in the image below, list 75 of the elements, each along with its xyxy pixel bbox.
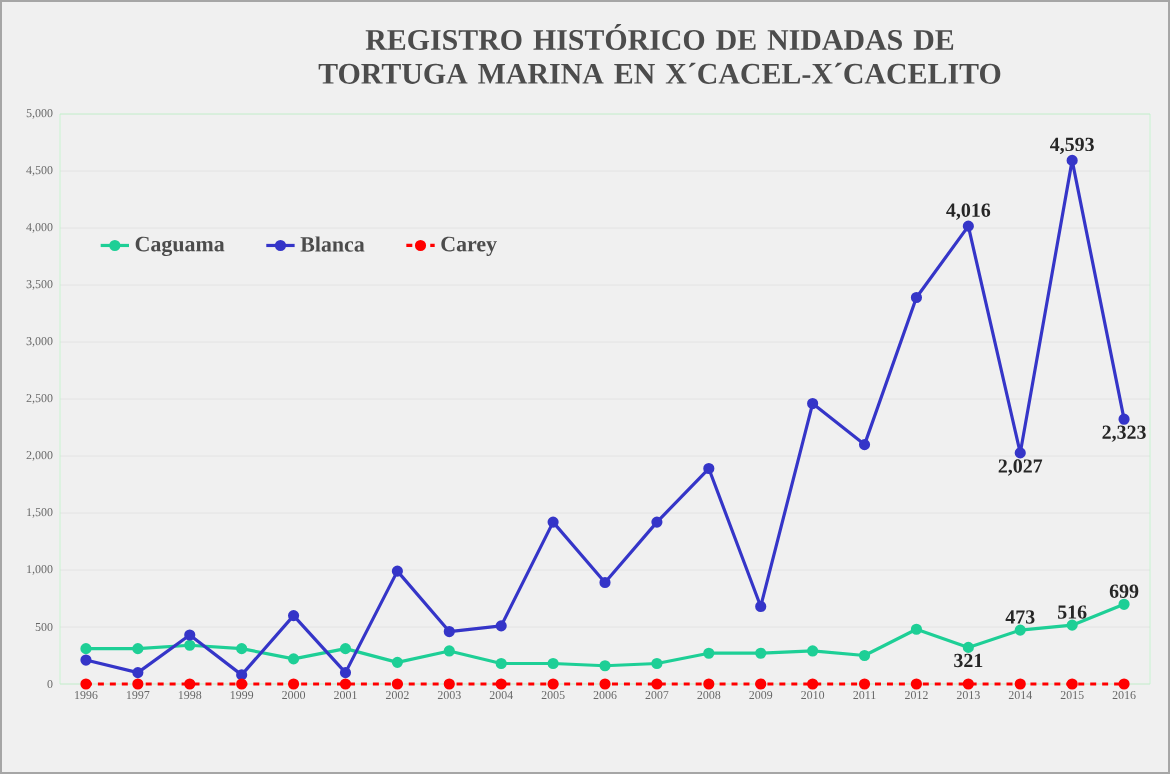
data-label: 473 (1005, 610, 1035, 624)
point (443, 645, 455, 657)
data-label: 516 (1058, 605, 1087, 619)
point (910, 291, 923, 304)
point (755, 678, 767, 690)
point (132, 667, 144, 679)
point (236, 643, 248, 655)
point (962, 220, 974, 232)
point (80, 643, 92, 655)
point (858, 439, 871, 451)
point (184, 639, 196, 651)
point (495, 620, 507, 632)
point (910, 678, 923, 690)
point (236, 678, 248, 690)
point (236, 669, 248, 681)
data-label: 4,016 (946, 203, 991, 220)
point (910, 623, 923, 635)
point (807, 678, 819, 690)
point (703, 462, 715, 475)
point (339, 643, 352, 655)
point (962, 678, 974, 690)
point (495, 678, 507, 690)
point (1066, 619, 1078, 631)
point (547, 657, 559, 670)
point (1014, 678, 1026, 690)
point (703, 647, 715, 659)
point (1014, 624, 1026, 636)
point (495, 657, 507, 670)
data-label: 4,593 (1050, 137, 1094, 155)
point (391, 678, 403, 690)
point (651, 657, 663, 670)
point (443, 678, 455, 690)
point (1066, 678, 1078, 690)
point (651, 516, 663, 528)
data-label: 699 (1109, 584, 1139, 598)
point (132, 643, 144, 655)
point (1118, 598, 1130, 610)
point (80, 678, 92, 690)
point (1118, 678, 1130, 690)
legend-label: Carey (441, 236, 497, 256)
point (184, 678, 196, 690)
point (755, 647, 767, 659)
data-label: 2,027 (998, 459, 1043, 476)
point (807, 397, 819, 410)
point (391, 656, 403, 668)
point (443, 625, 455, 638)
point (599, 678, 611, 690)
point (339, 678, 352, 690)
point (287, 653, 300, 665)
point (1118, 413, 1130, 425)
point (287, 678, 300, 690)
point (599, 576, 611, 589)
point (1014, 447, 1026, 459)
chart-title: REGISTRO HISTÓRICO DE NIDADAS DE TORTUGA MARINA EN X´CACEL-X´CACELITO (318, 24, 1001, 84)
point (339, 667, 352, 679)
point (858, 678, 871, 690)
point (287, 610, 300, 622)
point (807, 645, 819, 657)
data-label: 321 (954, 653, 983, 668)
point (755, 600, 767, 613)
point (132, 678, 144, 690)
point (858, 649, 871, 662)
point (703, 678, 715, 690)
point (184, 629, 196, 641)
point (547, 516, 559, 528)
point (547, 678, 559, 690)
legend-label: Caguama (135, 236, 225, 257)
point (391, 565, 403, 577)
point (599, 660, 611, 672)
point (651, 678, 663, 690)
point (80, 654, 92, 666)
legend-label: Blanca (300, 236, 365, 252)
point (1066, 154, 1078, 166)
point (962, 641, 974, 653)
data-label: 2,323 (1102, 425, 1146, 442)
